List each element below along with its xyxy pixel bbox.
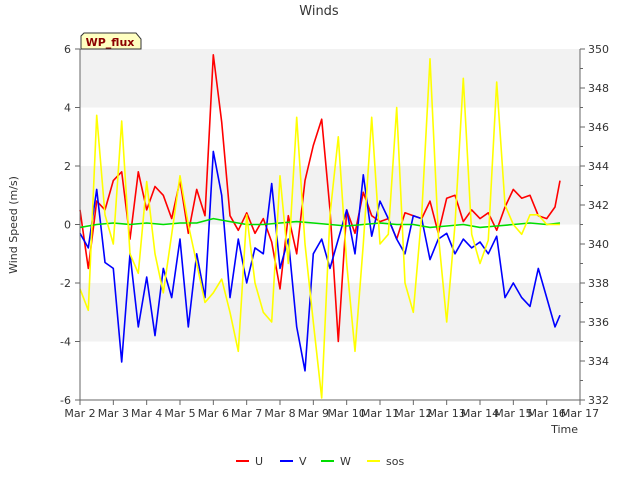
x-tick-label: Mar 8 xyxy=(264,407,295,420)
x-axis-label: Time xyxy=(550,423,578,436)
x-tick-label: Mar 7 xyxy=(231,407,262,420)
x-tick-label: Mar 6 xyxy=(198,407,229,420)
badge-box xyxy=(80,32,142,50)
y-axis-ticks: -6 -4 -2 0 2 4 6 xyxy=(60,43,80,407)
x-tick-label: Mar 3 xyxy=(98,407,129,420)
y2-tick-label: 340 xyxy=(588,238,609,251)
x-tick-label: Mar 5 xyxy=(164,407,195,420)
y-tick-label: -4 xyxy=(60,336,71,349)
y-tick-label: 0 xyxy=(64,219,71,232)
y-tick-label: 4 xyxy=(64,102,71,115)
y2-tick-label: 336 xyxy=(588,316,609,329)
x-axis-ticks: Mar 2 Mar 3 Mar 4 Mar 5 Mar 6 Mar 7 Mar 8 Mar 9… xyxy=(64,400,599,420)
x-tick-label: Mar 15 xyxy=(494,407,532,420)
y2-tick-label: 350 xyxy=(588,43,609,56)
x-tick-label: Mar 16 xyxy=(528,407,566,420)
y2-tick-label: 334 xyxy=(588,355,609,368)
y2-tick-label: 344 xyxy=(588,160,609,173)
legend-label-u: U xyxy=(255,455,263,468)
y2-tick-label: 338 xyxy=(588,277,609,290)
legend-label-w: W xyxy=(340,455,351,468)
x-tick-label: Mar 2 xyxy=(64,407,95,420)
series-line-sos xyxy=(79,57,560,399)
y-tick-label: -2 xyxy=(60,277,71,290)
wp-flux-badge: WP_flux xyxy=(80,32,142,50)
y2-tick-label: 346 xyxy=(588,121,609,134)
x-tick-label: Mar 10 xyxy=(328,407,366,420)
x-tick-label: Mar 12 xyxy=(394,407,432,420)
y2-tick-label: 342 xyxy=(588,199,609,212)
series-line-u xyxy=(79,53,561,343)
series-line-w xyxy=(79,217,561,229)
band-0 xyxy=(80,49,580,108)
y2-tick-label: 348 xyxy=(588,82,609,95)
plot-lines xyxy=(79,53,561,399)
legend-label-v: V xyxy=(299,455,307,468)
legend-label-sos: sos xyxy=(386,455,404,468)
chart-title: Winds xyxy=(299,4,339,19)
y-tick-label: 6 xyxy=(64,43,71,56)
y-tick-label: 2 xyxy=(64,160,71,173)
y-tick-label: -6 xyxy=(60,394,71,407)
x-tick-label: Mar 14 xyxy=(461,407,499,420)
badge-text: WP_flux xyxy=(86,36,135,49)
series-line-v xyxy=(79,150,561,372)
y2-axis-ticks: 332 334 336 338 340 342 344 346 348 350 xyxy=(580,43,609,407)
x-tick-label: Mar 9 xyxy=(298,407,329,420)
x-tick-label: Mar 17 xyxy=(561,407,599,420)
y-axis-label: Wind Speed (m/s) xyxy=(7,176,20,274)
x-tick-label: Mar 11 xyxy=(361,407,399,420)
y2-tick-label: 332 xyxy=(588,394,609,407)
x-tick-label: Mar 4 xyxy=(131,407,162,420)
x-tick-label: Mar 13 xyxy=(428,407,466,420)
